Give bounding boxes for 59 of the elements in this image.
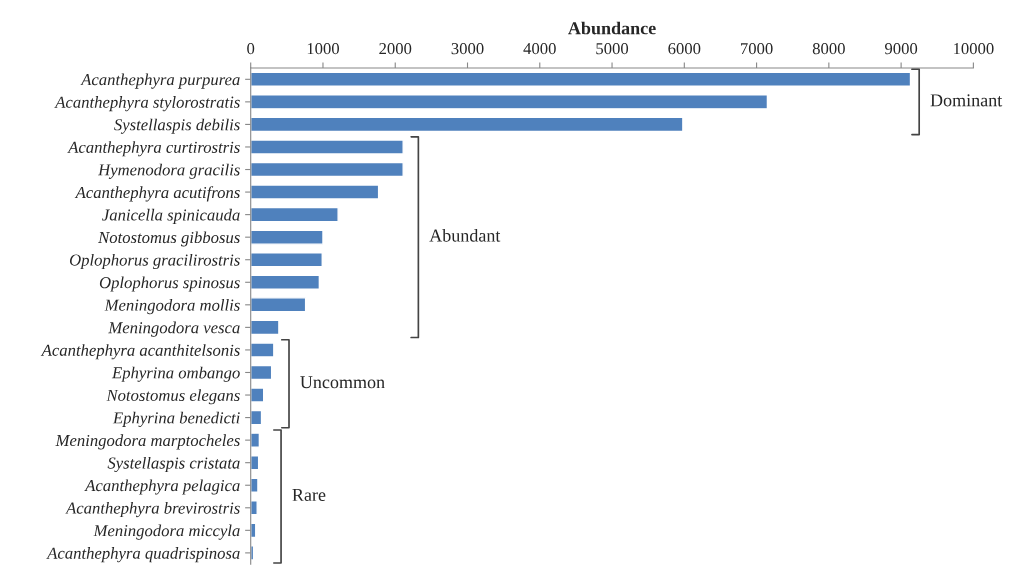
y-tick-label: Systellaspis debilis	[114, 118, 240, 134]
y-tick-label: Acanthephyra quadrispinosa	[46, 547, 240, 563]
y-tick-label: Meningodora miccyla	[93, 524, 240, 540]
bar	[250, 184, 380, 200]
y-tick-label: Janicella spinicauda	[102, 208, 240, 224]
x-tick-label: 7000	[741, 42, 773, 55]
x-tick-label: 10000	[954, 42, 994, 55]
y-tick-label: Notostomus elegans	[106, 389, 240, 405]
x-tick-label: 4000	[523, 42, 556, 55]
annotation: Rare	[292, 489, 326, 502]
x-tick-label: 0	[247, 42, 255, 55]
bar	[250, 432, 261, 448]
y-tick-label: Systellaspis cristata	[107, 456, 240, 473]
y-tick-label: Acanthephyra acutifrons	[74, 186, 240, 202]
y-tick-label: Acanthephyra stylorostratis	[54, 96, 240, 112]
bar	[250, 161, 404, 178]
bar	[250, 252, 323, 268]
y-tick-label: Acanthephyra curtirostris	[67, 141, 240, 157]
x-tick-label: 1000	[307, 42, 339, 55]
y-tick-label: Meningodora vesca	[108, 321, 240, 337]
bar	[250, 297, 307, 313]
x-axis-title: Abundance	[568, 21, 656, 35]
bar	[250, 342, 275, 358]
y-tick-label: Acanthephyra acanthitelsonis	[40, 344, 240, 360]
bar	[250, 477, 259, 493]
bar	[250, 229, 324, 245]
y-tick-label: Acanthephyra purpurea	[80, 73, 240, 89]
annotation: Dominant	[930, 94, 1003, 107]
y-tick-label: Acanthephyra pelagica	[84, 479, 240, 495]
bar	[250, 409, 263, 426]
bar	[250, 387, 265, 403]
bar	[250, 94, 769, 110]
x-tick-label: 3000	[451, 42, 484, 55]
x-tick-label: 5000	[596, 42, 629, 55]
bar	[250, 116, 684, 133]
bar	[250, 71, 912, 88]
bar	[250, 319, 280, 336]
bar	[250, 364, 273, 381]
bar	[250, 274, 321, 290]
annotation: Uncommon	[300, 376, 385, 389]
y-tick-label: Meningodora mollis	[104, 299, 240, 315]
x-tick-label: 6000	[668, 42, 701, 55]
bar	[250, 206, 339, 223]
y-tick-label: Ephyrina ombango	[111, 366, 240, 382]
bar	[250, 139, 404, 155]
y-tick-label: Acanthephyra brevirostris	[65, 502, 240, 518]
x-tick-label: 2000	[379, 42, 412, 55]
y-tick-label: Ephyrina benedicti	[112, 411, 240, 427]
y-tick-label: Meningodora marptocheles	[55, 434, 240, 450]
y-tick-label: Hymenodora gracilis	[97, 163, 240, 179]
bar	[250, 454, 260, 471]
bar	[250, 500, 258, 516]
bar	[250, 545, 255, 561]
y-tick-label: Notostomus gibbosus	[98, 231, 240, 247]
x-tick-label: 8000	[812, 42, 845, 55]
annotation: Abundant	[429, 228, 501, 242]
y-tick-label: Oplophorus spinosus	[99, 276, 240, 292]
x-tick-label: 9000	[884, 42, 918, 55]
y-tick-label: Oplophorus gracilirostris	[69, 253, 240, 270]
